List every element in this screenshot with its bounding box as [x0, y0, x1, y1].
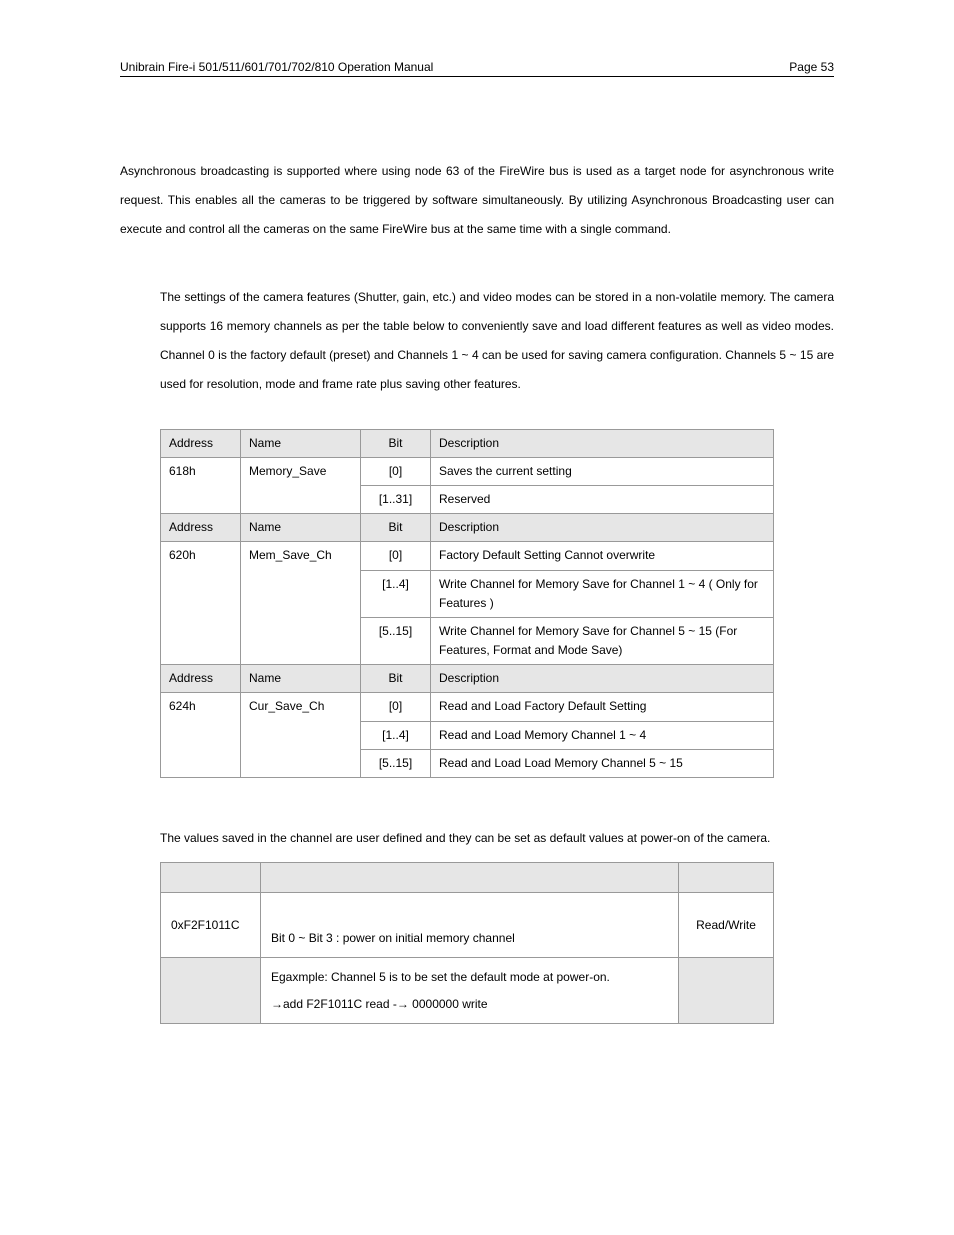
table-row	[161, 862, 774, 892]
table-header-row: Address Name Bit Description	[161, 514, 774, 542]
cell-text: Bit 0 ~ Bit 3 : power on initial memory …	[271, 931, 515, 945]
cell-bit: [1..31]	[361, 485, 431, 513]
cell-name: Cur_Save_Ch	[241, 693, 361, 778]
cell-bit: [5..15]	[361, 749, 431, 777]
cell-example: Egaxmple: Channel 5 is to be set the def…	[261, 958, 679, 1024]
cell-address: 624h	[161, 693, 241, 778]
cell-bit: [1..4]	[361, 570, 431, 617]
cell-blank	[161, 958, 261, 1024]
cell-address: 620h	[161, 542, 241, 665]
cell-desc: Read and Load Factory Default Setting	[431, 693, 774, 721]
table-row: 624h Cur_Save_Ch [0] Read and Load Facto…	[161, 693, 774, 721]
cell-bit: [0]	[361, 542, 431, 570]
col-address: Address	[161, 665, 241, 693]
example-line-1: Egaxmple: Channel 5 is to be set the def…	[271, 970, 610, 984]
table-row: 620h Mem_Save_Ch [0] Factory Default Set…	[161, 542, 774, 570]
cell-register-addr: 0xF2F1011C	[161, 892, 261, 958]
page-header: Unibrain Fire-i 501/511/601/701/702/810 …	[120, 60, 834, 77]
cell-name: Memory_Save	[241, 457, 361, 513]
table-row: 618h Memory_Save [0] Saves the current s…	[161, 457, 774, 485]
col-bit: Bit	[361, 665, 431, 693]
register-table: Address Name Bit Description 618h Memory…	[160, 429, 774, 778]
cell-register-desc: Bit 0 ~ Bit 3 : power on initial memory …	[261, 892, 679, 958]
cell-bit: [0]	[361, 457, 431, 485]
doc-title: Unibrain Fire-i 501/511/601/701/702/810 …	[120, 60, 433, 74]
cell-blank	[261, 862, 679, 892]
col-name: Name	[241, 429, 361, 457]
cell-desc: Write Channel for Memory Save for Channe…	[431, 570, 774, 617]
col-name: Name	[241, 665, 361, 693]
cell-rw: Read/Write	[679, 892, 774, 958]
paragraph-power-on: The values saved in the channel are user…	[160, 828, 834, 850]
cell-desc: Write Channel for Memory Save for Channe…	[431, 617, 774, 664]
cell-blank	[161, 862, 261, 892]
example-line-2: →add F2F1011C read -→ 0000000 write	[271, 997, 488, 1011]
col-bit: Bit	[361, 429, 431, 457]
col-bit: Bit	[361, 514, 431, 542]
cell-desc: Read and Load Load Memory Channel 5 ~ 15	[431, 749, 774, 777]
cell-address: 618h	[161, 457, 241, 513]
power-on-table: 0xF2F1011C Bit 0 ~ Bit 3 : power on init…	[160, 862, 774, 1025]
table-row: Egaxmple: Channel 5 is to be set the def…	[161, 958, 774, 1024]
page-number: Page 53	[789, 60, 834, 74]
col-description: Description	[431, 514, 774, 542]
table-header-row: Address Name Bit Description	[161, 429, 774, 457]
table-row: 0xF2F1011C Bit 0 ~ Bit 3 : power on init…	[161, 892, 774, 958]
cell-desc: Saves the current setting	[431, 457, 774, 485]
col-name: Name	[241, 514, 361, 542]
paragraph-memory-channels: The settings of the camera features (Shu…	[120, 283, 834, 398]
cell-name: Mem_Save_Ch	[241, 542, 361, 665]
col-address: Address	[161, 429, 241, 457]
cell-bit: [1..4]	[361, 721, 431, 749]
col-description: Description	[431, 429, 774, 457]
cell-bit: [0]	[361, 693, 431, 721]
cell-desc: Factory Default Setting Cannot overwrite	[431, 542, 774, 570]
cell-desc: Read and Load Memory Channel 1 ~ 4	[431, 721, 774, 749]
cell-bit: [5..15]	[361, 617, 431, 664]
table-header-row: Address Name Bit Description	[161, 665, 774, 693]
col-description: Description	[431, 665, 774, 693]
cell-blank	[679, 862, 774, 892]
col-address: Address	[161, 514, 241, 542]
cell-desc: Reserved	[431, 485, 774, 513]
cell-blank	[679, 958, 774, 1024]
paragraph-async-broadcast: Asynchronous broadcasting is supported w…	[120, 157, 834, 243]
